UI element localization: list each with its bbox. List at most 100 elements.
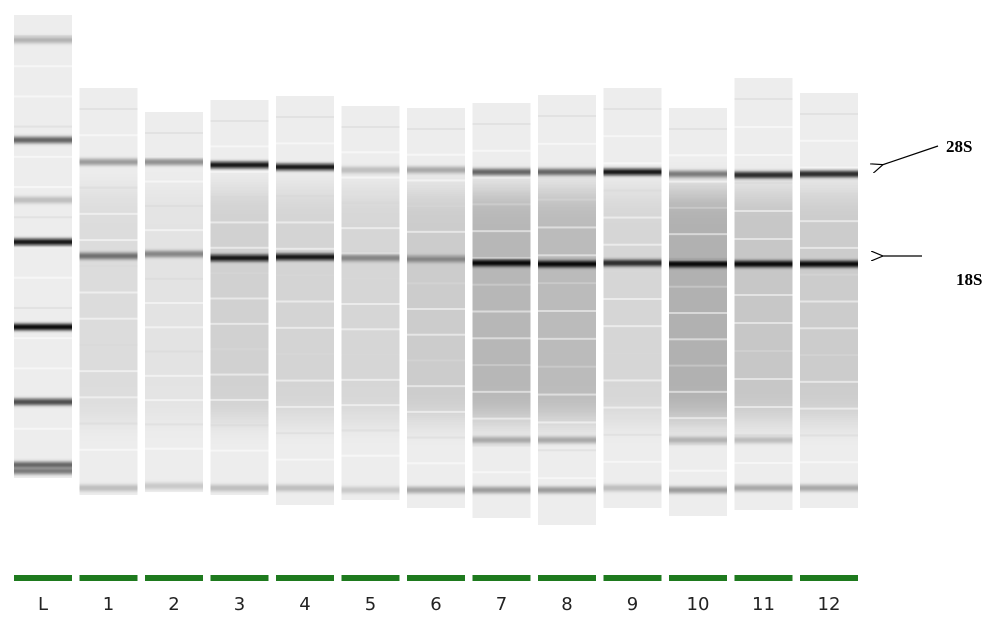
streak	[538, 142, 596, 145]
streak	[669, 443, 727, 446]
streak	[800, 273, 858, 276]
streak	[669, 180, 727, 183]
band	[603, 169, 662, 175]
streak	[603, 352, 662, 355]
band	[538, 169, 596, 175]
streak	[538, 449, 596, 452]
band	[79, 159, 138, 165]
band	[407, 256, 465, 262]
green-marker	[14, 575, 72, 581]
green-marker	[145, 575, 203, 581]
streak	[603, 108, 662, 110]
streak	[210, 424, 269, 427]
streak	[145, 229, 203, 232]
streak	[14, 246, 72, 249]
streak	[669, 233, 727, 236]
green-marker	[603, 575, 662, 581]
streak	[538, 337, 596, 340]
band	[14, 462, 72, 468]
streak	[210, 196, 269, 199]
streak	[341, 277, 400, 280]
marker-28s: 28S	[882, 137, 972, 165]
band	[210, 255, 269, 261]
streak	[341, 252, 400, 255]
streak	[79, 448, 138, 451]
lane: 5	[341, 106, 400, 615]
streak	[210, 398, 269, 401]
streak	[14, 186, 72, 189]
lane: 10	[669, 108, 727, 615]
streak	[669, 154, 727, 157]
streak	[603, 406, 662, 409]
streak	[79, 108, 138, 110]
band	[669, 171, 727, 177]
band	[14, 239, 72, 245]
streak	[79, 291, 138, 294]
streak	[669, 338, 727, 341]
band	[145, 159, 203, 165]
lane-label: 1	[103, 594, 114, 615]
streak	[800, 434, 858, 437]
streak	[669, 364, 727, 367]
lane: 4	[276, 96, 334, 615]
band	[734, 437, 793, 443]
streak	[472, 123, 531, 125]
streak	[407, 462, 465, 465]
band	[276, 164, 334, 170]
smear	[800, 190, 858, 420]
band	[669, 261, 727, 267]
streak	[79, 134, 138, 137]
band	[145, 251, 203, 257]
streak	[669, 312, 727, 314]
streak	[14, 155, 72, 158]
streak	[472, 310, 531, 313]
streak	[734, 378, 793, 380]
streak	[145, 180, 203, 183]
streak	[341, 126, 400, 128]
streak	[472, 283, 531, 286]
streak	[79, 422, 138, 425]
lane-label: 4	[299, 594, 310, 615]
lane: 7	[472, 103, 531, 615]
streak	[276, 300, 334, 303]
streak	[210, 272, 269, 275]
band	[472, 169, 531, 175]
streak	[472, 176, 531, 179]
band	[734, 172, 793, 178]
streak	[407, 230, 465, 233]
streak	[669, 206, 727, 209]
smear	[276, 190, 334, 420]
streak	[800, 246, 858, 249]
streak	[734, 322, 793, 324]
streak	[210, 449, 269, 452]
lane: 11	[734, 78, 793, 615]
streak	[276, 326, 334, 329]
streak	[538, 115, 596, 117]
streak	[145, 204, 203, 207]
band	[79, 253, 138, 259]
streak	[276, 379, 334, 382]
band	[145, 483, 203, 489]
lane: 6	[407, 108, 465, 615]
streak	[145, 156, 203, 159]
streak	[669, 128, 727, 130]
streak	[276, 274, 334, 277]
streak	[734, 294, 793, 296]
streak	[800, 327, 858, 330]
lane: 2	[145, 112, 203, 615]
band	[800, 261, 858, 267]
streak	[603, 216, 662, 219]
streak	[341, 227, 400, 230]
streak	[14, 337, 72, 340]
green-marker	[276, 575, 334, 581]
streak	[800, 139, 858, 142]
band	[14, 324, 72, 330]
streak	[734, 462, 793, 464]
streak	[276, 432, 334, 435]
streak	[79, 317, 138, 320]
streak	[210, 297, 269, 300]
band	[472, 487, 531, 493]
band	[538, 487, 596, 493]
streak	[210, 145, 269, 148]
smear	[472, 190, 531, 420]
